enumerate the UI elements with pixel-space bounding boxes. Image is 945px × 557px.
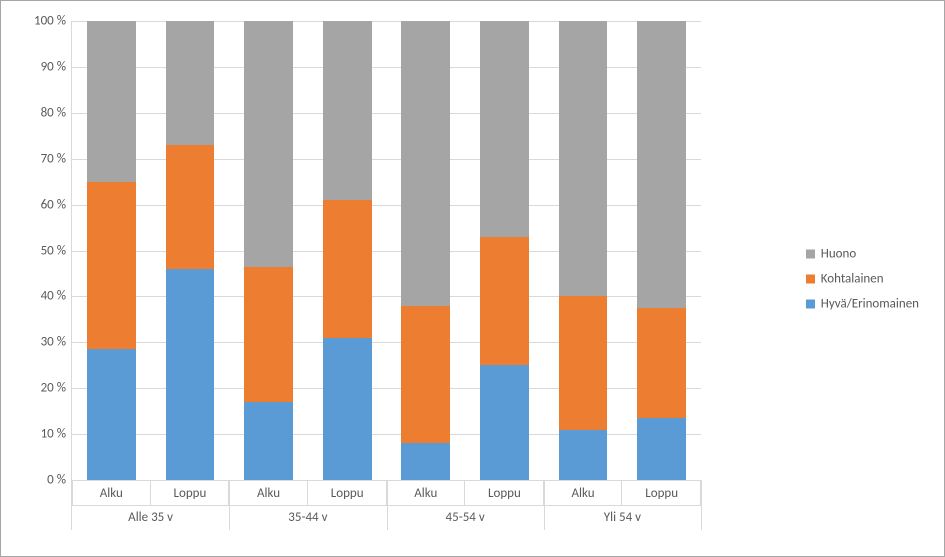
y-tick-label: 10 % (41, 427, 66, 442)
bar-segment-huono (244, 21, 293, 267)
stacked-bar (323, 21, 372, 480)
bar-segment-koht (244, 267, 293, 402)
inner-category-label: Alku (229, 480, 308, 501)
bar-segment-huono (323, 21, 372, 200)
legend-swatch (806, 299, 815, 308)
bar-segment-hyva (401, 443, 450, 480)
bar-column: Alku (229, 21, 308, 480)
legend-label: Kohtalainen (821, 271, 884, 286)
bar-segment-hyva (323, 338, 372, 480)
bar-column: Loppu (151, 21, 230, 480)
bar-segment-koht (559, 296, 608, 429)
bar-column: Alku (387, 21, 466, 480)
y-tick-label: 40 % (41, 289, 66, 304)
inner-category-label: Loppu (465, 480, 544, 501)
stacked-bar (401, 21, 450, 480)
bar-segment-huono (637, 21, 686, 308)
bar-segment-huono (401, 21, 450, 306)
outer-category-label: Alle 35 v (72, 510, 229, 525)
stacked-bar (166, 21, 215, 480)
bar-column: Loppu (465, 21, 544, 480)
bar-segment-hyva (87, 349, 136, 480)
legend-label: Hyvä/Erinomainen (821, 296, 919, 311)
chart-container: AlkuLoppuAlkuLoppuAlkuLoppuAlkuLoppu All… (0, 0, 945, 557)
bar-segment-hyva (480, 365, 529, 480)
inner-category-label: Alku (544, 480, 623, 501)
bar-segment-hyva (637, 418, 686, 480)
y-tick-label: 90 % (41, 59, 66, 74)
y-tick-label: 60 % (41, 197, 66, 212)
bars-layer: AlkuLoppuAlkuLoppuAlkuLoppuAlkuLoppu (72, 21, 701, 480)
bar-segment-koht (480, 237, 529, 366)
stacked-bar (559, 21, 608, 480)
legend-item: Kohtalainen (806, 271, 919, 286)
bar-segment-hyva (244, 402, 293, 480)
bar-segment-huono (480, 21, 529, 237)
y-tick-label: 20 % (41, 381, 66, 396)
bar-segment-koht (323, 200, 372, 338)
outer-category-label: Yli 54 v (544, 510, 701, 525)
outer-category-label: 45-54 v (387, 510, 544, 525)
bar-segment-koht (87, 182, 136, 350)
y-tick-label: 100 % (34, 14, 66, 29)
bar-column: Loppu (622, 21, 701, 480)
legend: Huono Kohtalainen Hyvä/Erinomainen (806, 236, 919, 321)
outer-category-label: 35-44 v (229, 510, 386, 525)
stacked-bar (637, 21, 686, 480)
y-tick-label: 0 % (47, 473, 66, 488)
bar-column: Loppu (308, 21, 387, 480)
legend-label: Huono (821, 246, 856, 261)
stacked-bar (244, 21, 293, 480)
plot-area: AlkuLoppuAlkuLoppuAlkuLoppuAlkuLoppu All… (71, 21, 701, 481)
stacked-bar (87, 21, 136, 480)
y-tick-label: 80 % (41, 105, 66, 120)
bar-segment-koht (637, 308, 686, 418)
stacked-bar (480, 21, 529, 480)
bar-column: Alku (72, 21, 151, 480)
legend-swatch (806, 249, 815, 258)
legend-item: Huono (806, 246, 919, 261)
legend-item: Hyvä/Erinomainen (806, 296, 919, 311)
y-tick-label: 50 % (41, 243, 66, 258)
bar-segment-huono (87, 21, 136, 182)
bar-segment-koht (401, 306, 450, 444)
inner-category-label: Loppu (308, 480, 387, 501)
y-tick-label: 30 % (41, 335, 66, 350)
inner-category-label: Alku (72, 480, 151, 501)
bar-segment-hyva (559, 430, 608, 480)
bar-segment-koht (166, 145, 215, 269)
bar-segment-huono (166, 21, 215, 145)
inner-category-label: Loppu (151, 480, 230, 501)
bar-segment-huono (559, 21, 608, 296)
bar-segment-hyva (166, 269, 215, 480)
inner-category-label: Loppu (622, 480, 701, 501)
inner-category-label: Alku (387, 480, 466, 501)
bar-column: Alku (544, 21, 623, 480)
legend-swatch (806, 274, 815, 283)
y-tick-label: 70 % (41, 151, 66, 166)
